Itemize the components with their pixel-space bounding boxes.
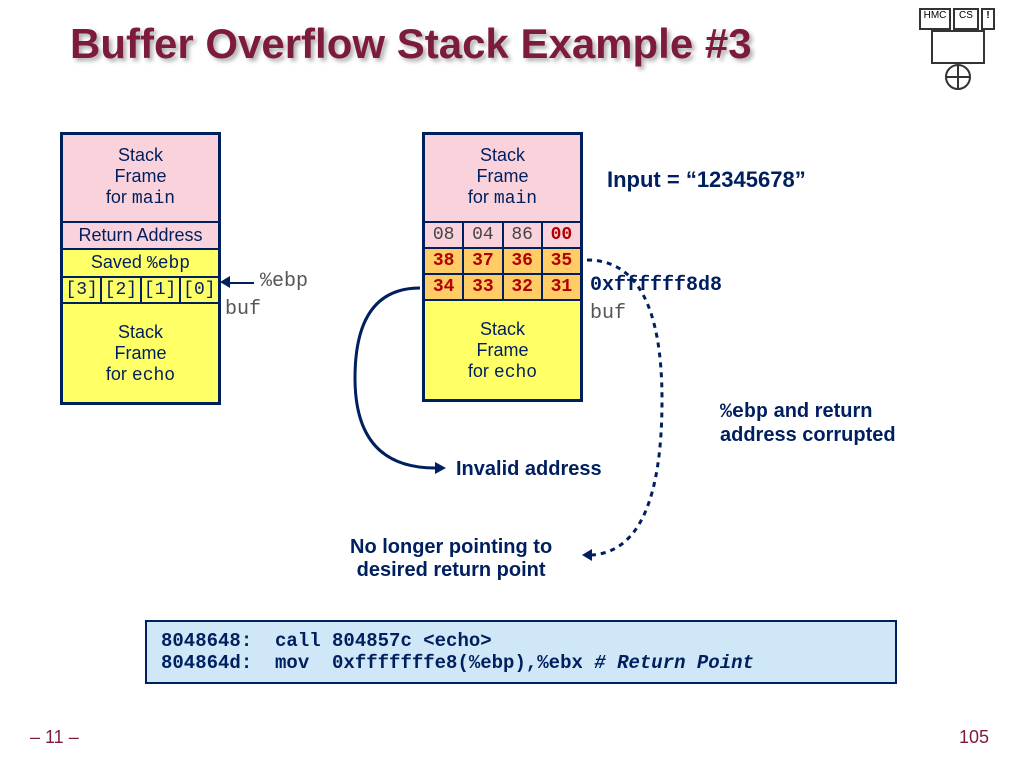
page-title: Buffer Overflow Stack Example #3 — [70, 20, 752, 68]
left-frame-echo: Stack Frame for echo — [63, 304, 218, 402]
right-frame-main: Stack Frame for main — [425, 135, 580, 223]
corrupted-label: %ebp and return address corrupted — [720, 400, 896, 447]
ebp-label: %ebp — [260, 270, 308, 293]
buf-cell: [1] — [142, 278, 181, 302]
byte: 08 — [425, 223, 464, 247]
page-footer-right: 105 — [959, 727, 989, 748]
code-comment: # Return Point — [594, 652, 754, 674]
buf-cell: [3] — [63, 278, 102, 302]
byte: 04 — [464, 223, 503, 247]
byte: 35 — [543, 249, 580, 273]
left-stack: Stack Frame for main Return Address Save… — [60, 132, 221, 405]
text: for main — [425, 187, 580, 209]
text: No longer pointing to — [350, 536, 552, 559]
text: Stack — [63, 145, 218, 166]
code-line: 804864d: mov 0xfffffffe8(%ebp),%ebx — [161, 652, 594, 674]
invalid-addr-arrow — [340, 278, 450, 488]
page-footer-left: – 11 – — [30, 727, 79, 748]
text: Stack — [63, 322, 218, 343]
left-buf-row: [3] [2] [1] [0] — [63, 278, 218, 304]
left-return-address: Return Address — [63, 223, 218, 250]
buf-cell: [2] — [102, 278, 141, 302]
no-longer-label: No longer pointing to desired return poi… — [350, 536, 552, 582]
byte: 38 — [425, 249, 464, 273]
buf-cell: [0] — [181, 278, 218, 302]
right-row1: 08 04 86 00 — [425, 223, 580, 249]
code-line: 8048648: call 804857c <echo> — [161, 630, 492, 652]
text: Frame — [63, 166, 218, 187]
corrupted-arrow — [582, 250, 692, 570]
text: address corrupted — [720, 424, 896, 447]
hmc-cs-logo: HMC CS ! — [919, 8, 1009, 98]
text: Frame — [425, 166, 580, 187]
input-label: Input = “12345678” — [607, 167, 806, 193]
text: %ebp and return — [720, 400, 896, 424]
text: for echo — [63, 364, 218, 386]
byte: 33 — [464, 275, 503, 299]
code-box: 8048648: call 804857c <echo> 804864d: mo… — [145, 620, 897, 684]
invalid-address-label: Invalid address — [456, 458, 602, 481]
byte: 36 — [504, 249, 543, 273]
byte: 00 — [543, 223, 580, 247]
byte: 31 — [543, 275, 580, 299]
byte: 32 — [504, 275, 543, 299]
byte: 86 — [504, 223, 543, 247]
byte: 37 — [464, 249, 503, 273]
text: Stack — [425, 145, 580, 166]
buf-label-left: buf — [225, 298, 261, 321]
left-frame-main: Stack Frame for main — [63, 135, 218, 223]
text: Frame — [63, 343, 218, 364]
right-row2: 38 37 36 35 — [425, 249, 580, 275]
text: desired return point — [350, 559, 552, 582]
left-saved-ebp: Saved %ebp — [63, 250, 218, 278]
text: for main — [63, 187, 218, 209]
ebp-arrow-head — [220, 276, 230, 288]
